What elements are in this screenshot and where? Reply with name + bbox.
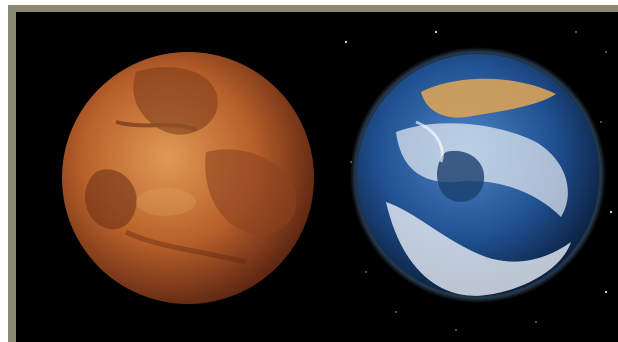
star bbox=[365, 271, 367, 273]
star bbox=[575, 31, 577, 33]
star bbox=[600, 121, 602, 123]
space-background bbox=[16, 12, 618, 342]
planet-earth bbox=[350, 47, 606, 303]
star bbox=[344, 40, 348, 44]
frame-border-left bbox=[8, 5, 16, 342]
star bbox=[605, 51, 607, 53]
star bbox=[455, 329, 457, 331]
frame-border-top bbox=[8, 5, 618, 12]
star bbox=[604, 290, 608, 294]
star bbox=[395, 311, 397, 313]
star bbox=[535, 321, 537, 323]
planet-mars bbox=[62, 52, 314, 304]
planets-illustration bbox=[62, 30, 613, 331]
image-frame bbox=[8, 5, 618, 342]
star bbox=[609, 210, 613, 214]
star bbox=[434, 30, 438, 34]
